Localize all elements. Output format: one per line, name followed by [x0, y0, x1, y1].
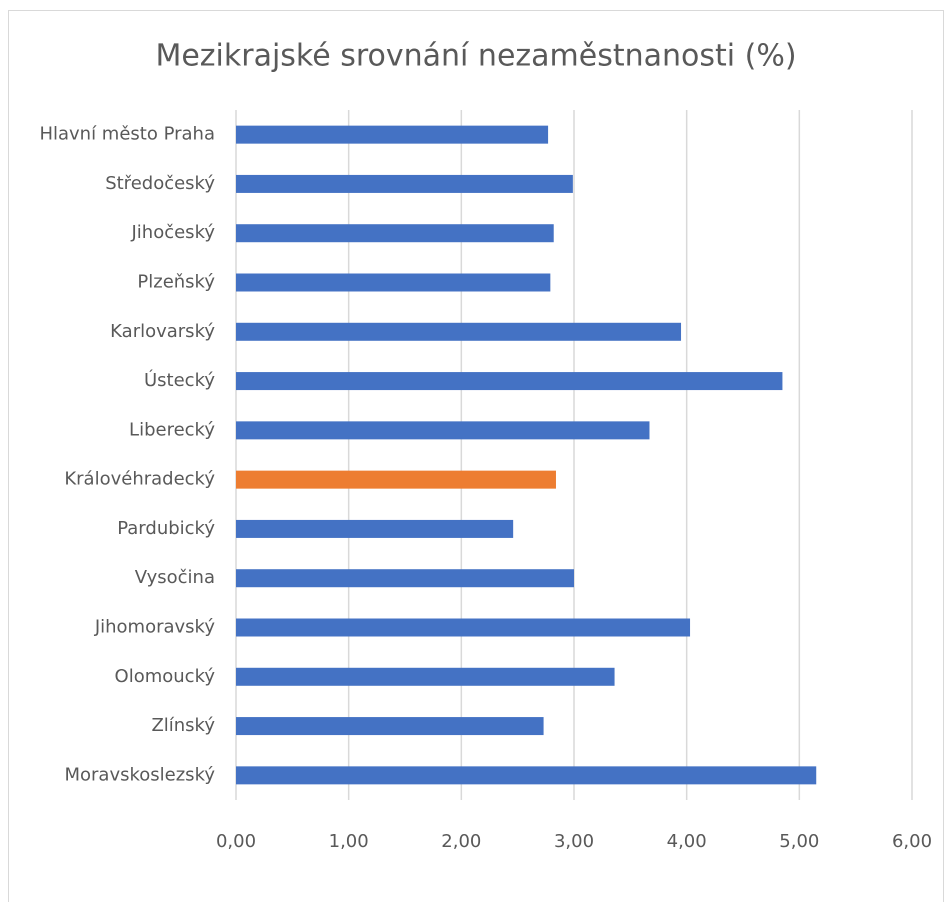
y-tick-label: Ústecký: [144, 369, 215, 391]
x-tick-label: 1,00: [329, 831, 369, 852]
y-tick-label: Královéhradecký: [64, 469, 215, 490]
y-tick-label: Středočeský: [105, 173, 215, 194]
bar: [236, 618, 691, 637]
bar: [236, 421, 650, 440]
y-tick-label: Vysočina: [135, 567, 215, 588]
bar: [236, 322, 682, 341]
y-tick-label: Jihočeský: [130, 222, 215, 243]
bar: [236, 569, 574, 588]
x-tick-label: 2,00: [441, 831, 481, 852]
bar: [236, 224, 554, 243]
y-tick-label: Jihomoravský: [94, 617, 216, 638]
bar: [236, 519, 514, 538]
x-tick-label: 3,00: [554, 831, 594, 852]
y-tick-label: Liberecký: [129, 419, 215, 440]
chart-frame: [8, 10, 944, 902]
x-tick-label: 5,00: [779, 831, 819, 852]
y-tick-label: Hlavní město Praha: [39, 124, 215, 145]
bar: [236, 125, 549, 144]
bar: [236, 372, 783, 391]
x-tick-label: 4,00: [667, 831, 707, 852]
x-tick-label: 0,00: [216, 831, 256, 852]
bar: [236, 174, 573, 193]
chart-title: Mezikrajské srovnání nezaměstnanosti (%): [155, 39, 796, 74]
bar: [236, 766, 817, 785]
bar: [236, 667, 615, 686]
bar: [236, 470, 556, 489]
bar: [236, 273, 551, 292]
bar: [236, 717, 544, 736]
y-tick-label: Karlovarský: [110, 321, 215, 342]
y-tick-label: Olomoucký: [115, 666, 216, 687]
y-tick-label: Zlínský: [151, 715, 215, 736]
y-tick-label: Pardubický: [117, 518, 215, 539]
y-tick-label: Moravskoslezský: [64, 764, 215, 785]
x-tick-label: 6,00: [892, 831, 932, 852]
y-tick-label: Plzeňský: [137, 272, 215, 293]
